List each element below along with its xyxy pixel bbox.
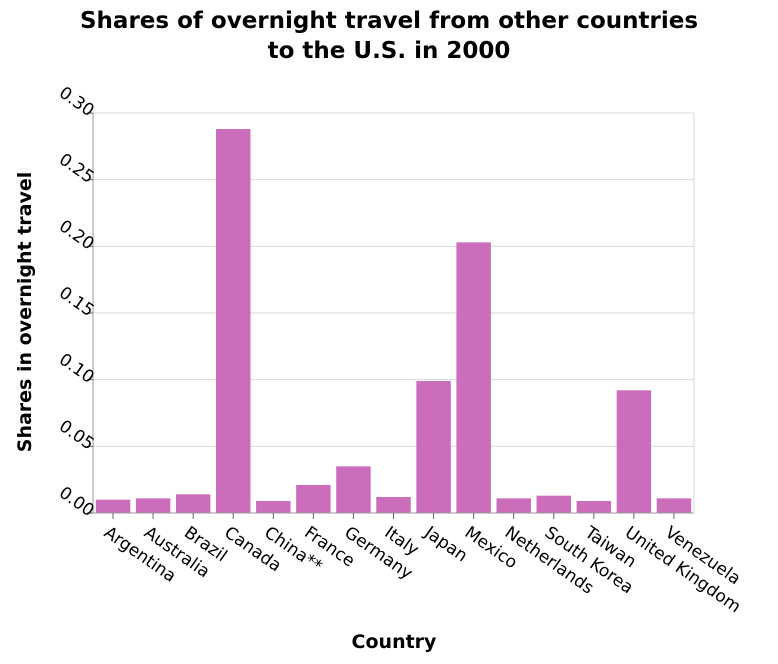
bar — [135, 498, 171, 513]
x-tick-labels: ArgentinaAustraliaBrazilCanadaChina**Fra… — [100, 513, 744, 617]
bar — [416, 381, 451, 513]
bar — [496, 498, 531, 513]
y-tick-label: 0.20 — [55, 216, 97, 254]
x-tick-label: Japan — [420, 522, 471, 566]
chart-title-line-1: Shares of overnight travel from other co… — [79, 8, 699, 34]
bar — [656, 498, 692, 513]
bar — [296, 485, 331, 513]
bar — [95, 499, 131, 513]
bar — [216, 129, 251, 513]
y-tick-label: 0.25 — [55, 150, 97, 188]
bar — [336, 466, 371, 513]
bar — [536, 495, 571, 513]
bar — [175, 494, 211, 513]
chart-title: Shares of overnight travel from other co… — [0, 6, 778, 66]
y-tick-label: 0.30 — [55, 83, 97, 121]
bar — [456, 242, 491, 514]
bar — [376, 497, 411, 513]
bar — [256, 501, 291, 513]
y-tick-label: 0.05 — [55, 416, 97, 454]
y-axis-title: Shares in overnight travel — [14, 172, 36, 452]
grid-lines — [93, 112, 694, 514]
y-tick-label: 0.10 — [55, 350, 97, 388]
chart-title-line-2: to the U.S. in 2000 — [267, 38, 511, 64]
bar — [576, 501, 612, 513]
y-tick-label: 0.15 — [55, 283, 97, 321]
y-tick-label: 0.00 — [55, 483, 97, 521]
bar — [616, 390, 652, 513]
x-axis-title: Country — [352, 631, 438, 653]
bars — [95, 129, 692, 514]
y-tick-labels: 0.00 0.05 0.10 0.15 0.20 0.25 0.30 — [55, 83, 97, 521]
